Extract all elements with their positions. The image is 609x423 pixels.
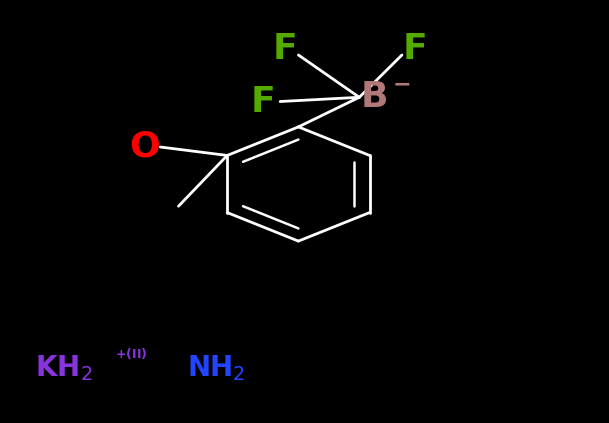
Text: −: − [393, 74, 411, 95]
Text: F: F [251, 85, 275, 118]
Text: B: B [361, 80, 389, 114]
Text: NH$_2$: NH$_2$ [187, 353, 245, 383]
Text: F: F [273, 32, 297, 66]
Text: O: O [129, 130, 160, 164]
Text: F: F [403, 32, 428, 66]
Text: KH$_2$: KH$_2$ [35, 353, 93, 383]
Text: $\mathregular{^{+(II)}}$: $\mathregular{^{+(II)}}$ [114, 349, 147, 366]
